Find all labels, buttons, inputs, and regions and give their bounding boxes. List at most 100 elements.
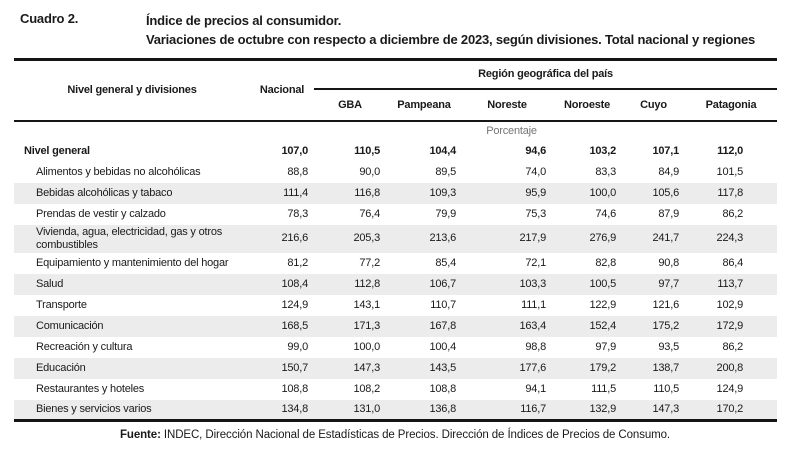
row-label: Prendas de vestir y calzado	[36, 207, 166, 220]
table-body: Porcentaje Nivel general 107,0 110,5 104,4 9…	[14, 121, 778, 421]
cell-value: 152,4	[589, 319, 616, 332]
column-header-cuyo: Cuyo	[622, 88, 685, 122]
cell-value: 74,6	[595, 207, 616, 220]
cell-value: 87,9	[658, 207, 679, 220]
cell-value: 124,9	[716, 382, 744, 395]
cell-value: 100,0	[353, 340, 380, 353]
title-line-2: Variaciones de octubre con respecto a di…	[146, 32, 756, 47]
row-label: Nivel general	[24, 144, 90, 157]
source-line: Fuente: INDEC, Dirección Nacional de Est…	[0, 429, 790, 441]
table-row: Educación 150,7 147,3 143,5 177,6 179,2 138,7 2…	[14, 357, 778, 379]
column-header-noreste: Noreste	[462, 88, 552, 122]
row-label: Equipamiento y mantenimiento del hogar	[36, 256, 229, 269]
unit-spacer	[14, 121, 250, 141]
cell-value: 103,3	[519, 277, 546, 290]
cell-value: 134,8	[281, 402, 308, 415]
cell-value: 131,0	[353, 402, 380, 415]
cell-value: 147,3	[353, 361, 380, 374]
cell-value: 111,5	[591, 382, 616, 395]
table-row: Bienes y servicios varios 134,8 131,0 136,8…	[14, 399, 778, 421]
cell-value: 110,5	[653, 382, 679, 395]
cell-value: 171,3	[353, 319, 380, 332]
cell-value: 105,6	[652, 186, 679, 199]
cell-value: 90,8	[658, 256, 679, 269]
cell-value: 83,3	[595, 165, 616, 178]
cell-value: 124,9	[281, 298, 308, 311]
cell-value: 90,0	[359, 165, 380, 178]
cell-value: 112,8	[354, 277, 380, 290]
cell-value: 132,9	[589, 402, 616, 415]
cell-value: 72,1	[525, 256, 546, 269]
cell-value: 143,5	[429, 361, 456, 374]
cell-value: 76,4	[359, 207, 380, 220]
cell-value: 111,4	[283, 186, 308, 199]
cell-value: 100,4	[429, 340, 456, 353]
cell-value: 224,3	[716, 232, 744, 244]
cell-value: 86,2	[722, 207, 744, 220]
unit-label: Porcentaje	[486, 124, 537, 137]
cell-value: 110,5	[354, 144, 380, 157]
cell-value: 107,1	[652, 144, 679, 157]
cell-value: 101,5	[716, 165, 744, 178]
cell-value: 213,6	[429, 232, 456, 244]
cell-value: 94,1	[525, 382, 546, 395]
cell-value: 205,3	[353, 232, 380, 244]
cell-value: 89,5	[435, 165, 456, 178]
cell-value: 143,1	[353, 298, 380, 311]
row-label: Vivienda, agua, electricidad, gas y otro…	[36, 225, 223, 251]
region-group-header: Región geográfica del país	[314, 59, 778, 90]
table-row: Vivienda, agua, electricidad, gas y otro…	[14, 224, 778, 253]
cell-value: 106,7	[429, 277, 456, 290]
cell-value: 93,5	[658, 340, 679, 353]
cell-value: 85,4	[435, 256, 456, 269]
cell-value: 88,8	[287, 165, 308, 178]
table-row: Equipamiento y mantenimiento del hogar 81…	[14, 253, 777, 274]
cell-value: 168,5	[281, 319, 308, 332]
table-row: Restaurantes y hoteles 108,8 108,2 108,8 94,…	[14, 379, 777, 400]
cell-value: 78,3	[287, 207, 308, 220]
cell-value: 86,4	[722, 256, 744, 269]
cell-value: 98,8	[525, 340, 546, 353]
column-header-gba: GBA	[314, 88, 386, 122]
column-header-noroeste: Noroeste	[552, 88, 622, 122]
cell-value: 136,8	[429, 402, 456, 415]
cell-value: 109,3	[429, 186, 456, 199]
cell-value: 163,4	[519, 319, 546, 332]
cell-value: 150,7	[281, 361, 308, 374]
stub-header: Nivel general y divisiones	[14, 59, 250, 122]
cell-value: 116,8	[354, 186, 380, 199]
cell-value: 104,4	[429, 144, 456, 157]
table-row: Salud 108,4 112,8 106,7 103,3 100,5 97,7 113,7	[14, 273, 778, 295]
row-label: Restaurantes y hoteles	[36, 382, 145, 395]
cell-value: 100,0	[589, 186, 616, 199]
cell-value: 167,8	[429, 319, 456, 332]
table-row: Nivel general 107,0 110,5 104,4 94,6 103,2 107…	[14, 141, 777, 162]
cell-value: 94,6	[525, 144, 546, 157]
cell-value: 108,4	[281, 277, 308, 290]
row-label: Educación	[36, 361, 86, 374]
row-label: Salud	[36, 277, 64, 290]
cell-value: 138,7	[652, 361, 679, 374]
cell-value: 121,6	[652, 298, 679, 311]
cell-value: 97,9	[595, 340, 616, 353]
cell-value: 108,8	[281, 382, 308, 395]
cell-value: 82,8	[595, 256, 616, 269]
cell-value: 241,7	[652, 232, 679, 244]
table-row: Comunicación 168,5 171,3 167,8 163,4 152,4 175…	[14, 315, 778, 337]
cell-value: 86,2	[722, 340, 744, 353]
cell-value: 117,8	[717, 186, 744, 199]
cell-value: 108,2	[353, 382, 380, 395]
row-label: Alimentos y bebidas no alcohólicas	[36, 165, 201, 178]
ipc-table: Nivel general y divisiones Nacional Regi…	[14, 58, 778, 422]
row-label: Recreación y cultura	[36, 340, 133, 353]
cell-value: 179,2	[589, 361, 616, 374]
cell-value: 107,0	[281, 144, 308, 157]
cell-value: 172,9	[716, 319, 744, 332]
table-title: Índice de precios al consumidor. Variaci…	[146, 11, 755, 49]
table-row: Bebidas alcohólicas y tabaco 111,4 116,8 10…	[14, 182, 778, 204]
cell-value: 81,2	[287, 256, 308, 269]
column-header-nacional: Nacional	[250, 59, 314, 122]
unit-row: Porcentaje	[14, 121, 777, 141]
cell-value: 100,5	[589, 277, 616, 290]
